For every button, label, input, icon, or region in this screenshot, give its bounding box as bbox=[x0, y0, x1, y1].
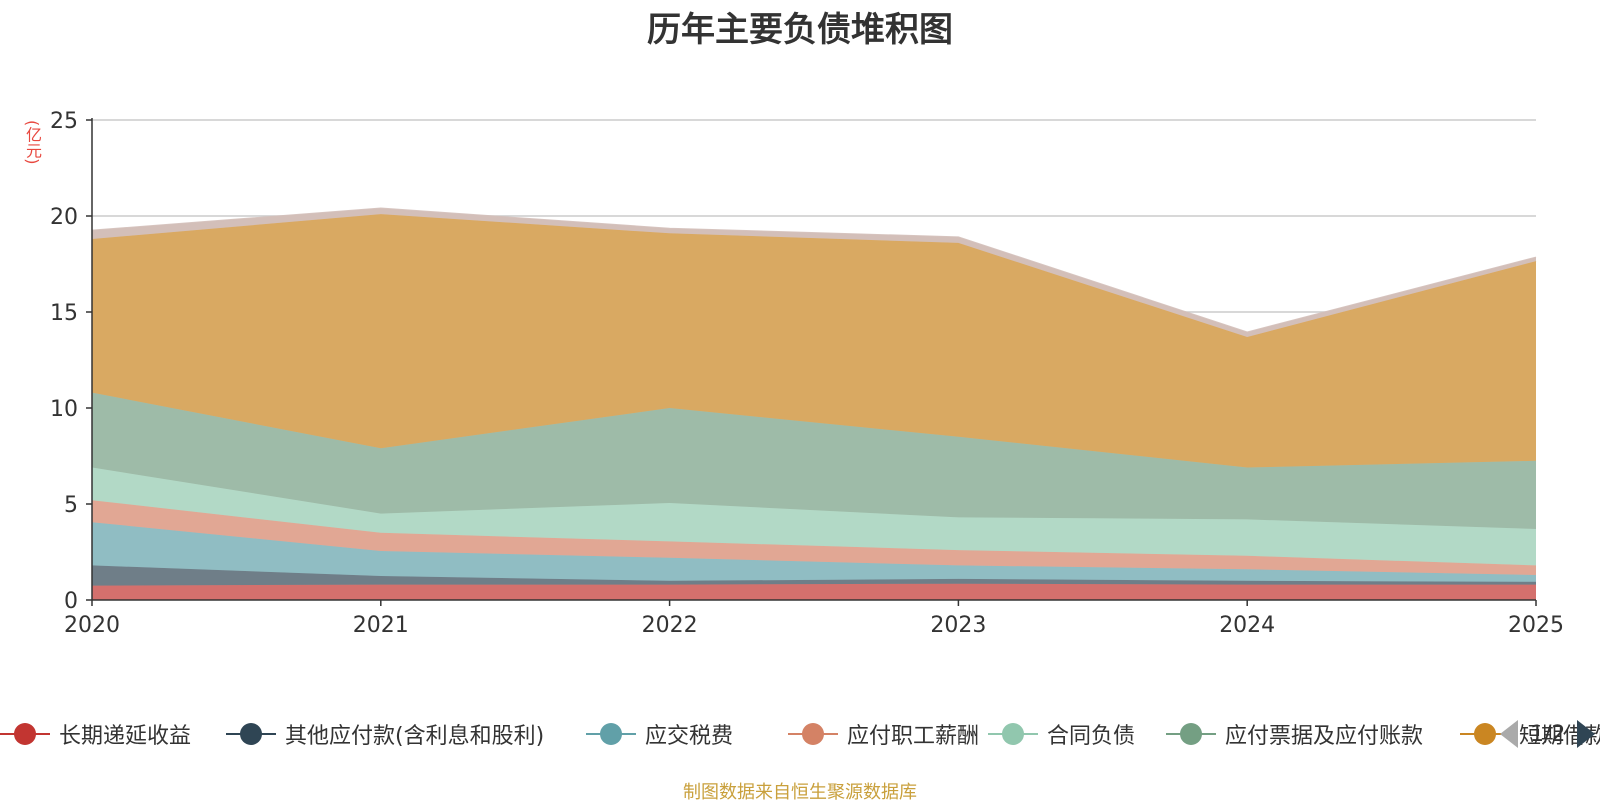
y-tick-label: 15 bbox=[50, 301, 78, 326]
area-series-长期递延收益[interactable] bbox=[92, 583, 1536, 600]
legend-label: 其他应付款(含利息和股利) bbox=[285, 724, 545, 749]
legend-label: 应付票据及应付账款 bbox=[1225, 724, 1424, 749]
legend-marker-icon bbox=[0, 714, 50, 754]
area-series bbox=[91, 207, 1537, 600]
legend-marker-icon bbox=[988, 714, 1038, 754]
legend-item[interactable]: 应付职工薪酬 bbox=[788, 714, 979, 754]
y-tick-label: 5 bbox=[64, 493, 78, 518]
area-series-短期借款[interactable] bbox=[92, 214, 1536, 468]
legend-item[interactable]: 应付票据及应付账款 bbox=[1166, 714, 1423, 754]
x-tick-label: 2025 bbox=[1508, 613, 1564, 638]
legend-marker-icon bbox=[788, 714, 838, 754]
legend-label: 应付职工薪酬 bbox=[847, 724, 980, 749]
legend-item[interactable]: 应交税费 bbox=[586, 714, 733, 754]
area-series-其他[interactable] bbox=[92, 208, 1536, 337]
area-series-应交税费[interactable] bbox=[92, 522, 1536, 582]
area-series-应付职工薪酬[interactable] bbox=[92, 500, 1536, 575]
legend-pager: 1/2 bbox=[1500, 716, 1596, 752]
legend-label: 应交税费 bbox=[645, 724, 734, 749]
x-tick-label: 2020 bbox=[64, 613, 120, 638]
data-source-note: 制图数据来自恒生聚源数据库 bbox=[683, 782, 917, 803]
legend-page-indicator: 1/2 bbox=[1530, 721, 1566, 747]
chart-title: 历年主要负债堆积图 bbox=[647, 10, 953, 50]
x-tick-label: 2023 bbox=[930, 613, 986, 638]
area-series-edge bbox=[91, 207, 1537, 333]
y-tick-label: 10 bbox=[50, 397, 78, 422]
y-tick-label: 0 bbox=[64, 589, 78, 614]
area-series-合同负债[interactable] bbox=[92, 467, 1536, 566]
legend-next-page-icon[interactable] bbox=[1577, 720, 1596, 748]
area-series-应付票据及应付账款[interactable] bbox=[92, 392, 1536, 529]
x-tick-label: 2024 bbox=[1219, 613, 1275, 638]
y-tick-label: 25 bbox=[50, 109, 78, 134]
legend-item[interactable]: 其他应付款(含利息和股利) bbox=[226, 714, 544, 754]
legend-marker-icon bbox=[1460, 714, 1510, 754]
legend-label: 合同负债 bbox=[1047, 724, 1136, 749]
y-tick-label: 20 bbox=[50, 205, 78, 230]
x-tick-label: 2022 bbox=[642, 613, 698, 638]
legend-marker-icon bbox=[1166, 714, 1216, 754]
legend-marker-icon bbox=[586, 714, 636, 754]
chart-legend: 长期递延收益 其他应付款(含利息和股利) 应交税费 应付职工薪酬 合同负债 应付票据及应付… bbox=[0, 714, 1600, 754]
legend-marker-icon bbox=[226, 714, 276, 754]
legend-label: 长期递延收益 bbox=[59, 724, 192, 749]
y-axis-unit-label: (亿元) bbox=[23, 120, 42, 165]
x-tick-label: 2021 bbox=[353, 613, 409, 638]
legend-item[interactable]: 长期递延收益 bbox=[0, 714, 191, 754]
legend-item[interactable]: 合同负债 bbox=[988, 714, 1135, 754]
legend-prev-page-icon[interactable] bbox=[1500, 720, 1518, 748]
